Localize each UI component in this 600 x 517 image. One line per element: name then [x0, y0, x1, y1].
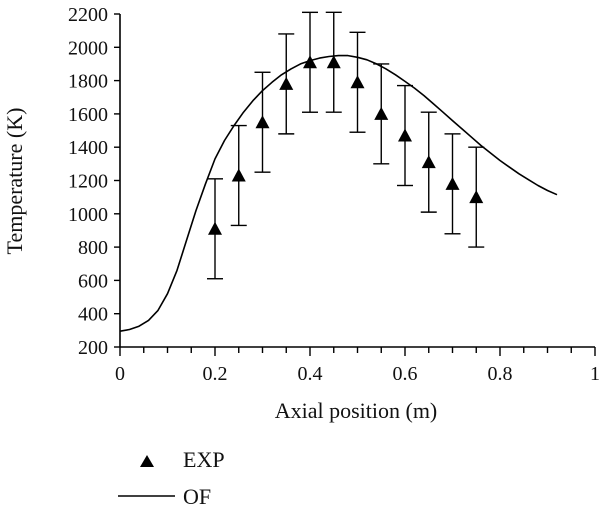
legend-item-exp: EXP	[140, 447, 225, 472]
x-tick-label: 0.4	[298, 363, 323, 385]
series-exp-points	[207, 11, 485, 280]
x-tick-label: 1	[590, 363, 600, 385]
y-tick-label: 1800	[68, 71, 108, 93]
x-tick-label: 0.2	[203, 363, 228, 385]
of-line	[119, 54, 558, 332]
exp-point	[421, 155, 436, 169]
exp-point	[303, 55, 317, 69]
y-tick-label: 1400	[68, 137, 108, 159]
exp-point	[350, 75, 365, 89]
y-tick-label: 600	[78, 270, 108, 292]
exp-point	[208, 221, 222, 235]
y-tick-label: 1000	[68, 204, 108, 226]
y-tick-label: 1200	[68, 171, 108, 193]
tick-labels: 200 400 600 800 1000 1200 1400 1600 1800 2000 2200…	[68, 4, 600, 385]
legend-item-of: OF	[118, 484, 211, 509]
y-tick-label: 200	[78, 337, 108, 359]
y-tick-label: 2000	[68, 37, 108, 59]
exp-point	[326, 55, 341, 69]
exp-point	[374, 106, 389, 120]
y-tick-label: 400	[78, 304, 108, 326]
legend-triangle-marker	[140, 455, 154, 467]
y-tick-label: 1600	[68, 104, 108, 126]
series-of-line	[119, 54, 558, 332]
legend-label-exp: EXP	[183, 447, 225, 472]
exp-point	[279, 76, 294, 90]
exp-point	[255, 115, 270, 129]
y-tick-label: 800	[78, 237, 108, 259]
legend-label-of: OF	[183, 484, 211, 509]
x-tick-label: 0	[115, 363, 125, 385]
exp-point	[398, 128, 412, 142]
x-tick-label: 0.8	[488, 363, 513, 385]
legend: EXP OF	[118, 447, 225, 509]
y-tick-label: 2200	[68, 4, 108, 26]
tick-marks	[114, 13, 596, 356]
exp-point	[469, 190, 484, 204]
exp-point	[445, 176, 460, 190]
y-axis-title: Temperature (K)	[2, 108, 27, 255]
x-axis-title: Axial position (m)	[275, 398, 438, 423]
exp-point	[231, 168, 246, 182]
x-tick-label: 0.6	[393, 363, 418, 385]
